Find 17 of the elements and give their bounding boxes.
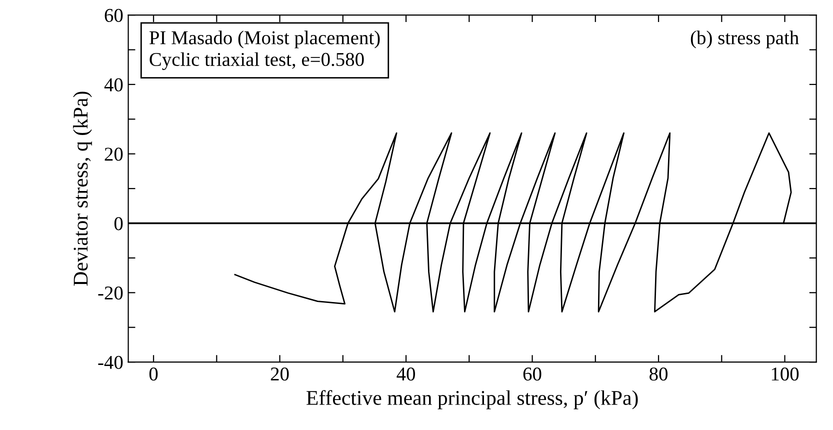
annotation: Cyclic triaxial test, e=0.580 <box>150 52 364 70</box>
y-tick-label: 20 <box>104 148 123 161</box>
y-tick-label: -40 <box>98 356 123 369</box>
x-tick-label: 20 <box>270 367 289 381</box>
y-tick-label: -20 <box>98 286 123 300</box>
x-axis-title: Effective mean principal stress, p′ (kPa) <box>306 390 638 410</box>
y-tick-label: 0 <box>114 217 123 230</box>
y-tick-label: 40 <box>104 78 123 92</box>
x-tick-label: 40 <box>396 367 416 381</box>
annotation: PI Masado (Moist placement) <box>149 30 380 48</box>
x-tick-label: 60 <box>523 367 542 381</box>
y-axis-title: Deviator stress, q (kPa) <box>73 92 92 286</box>
y-tick-label: 60 <box>104 8 123 22</box>
x-tick-label: 80 <box>650 367 668 381</box>
x-tick-label: 100 <box>772 367 799 381</box>
x-tick-label: 0 <box>149 367 158 381</box>
annotation: (b) stress path <box>690 30 799 48</box>
